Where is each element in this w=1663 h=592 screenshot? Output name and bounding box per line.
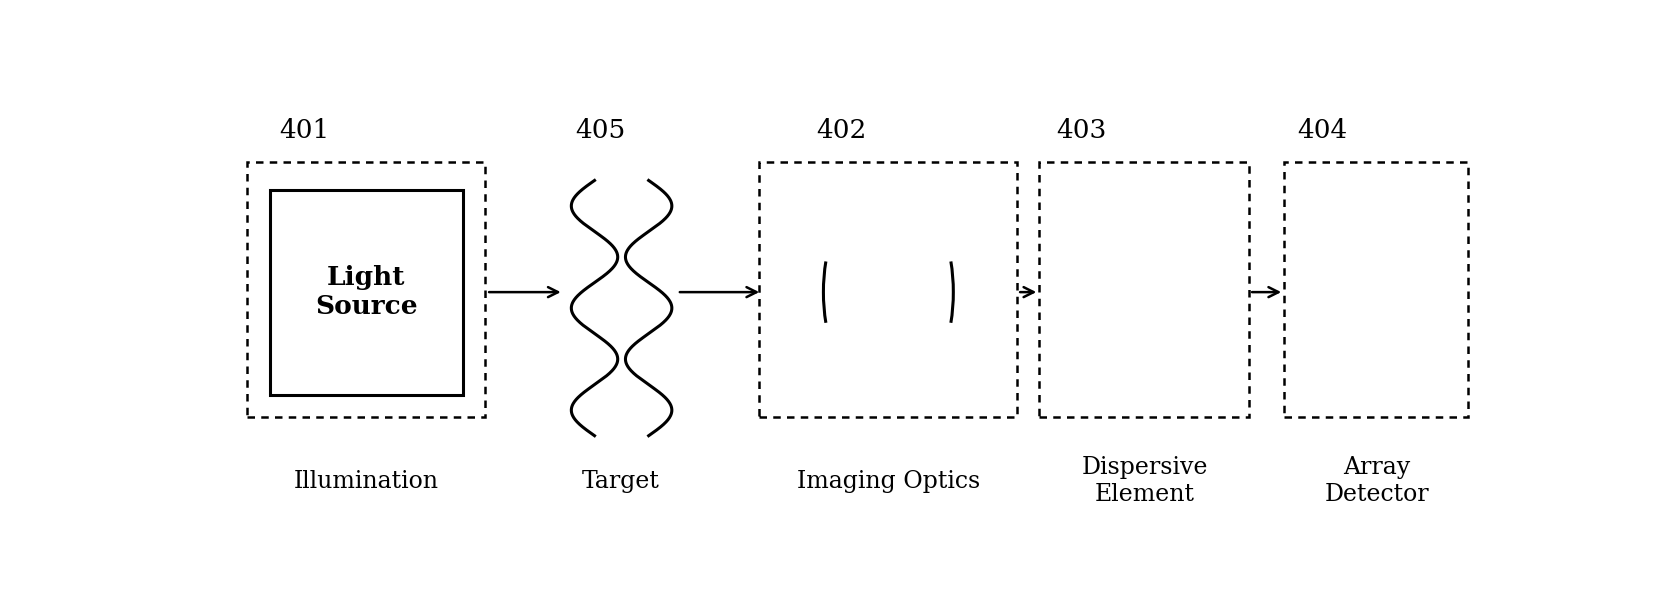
Bar	[246, 162, 486, 417]
Bar	[760, 162, 1018, 417]
Text: 401: 401	[279, 118, 329, 143]
Text: Dispersive
Element: Dispersive Element	[1081, 456, 1207, 506]
Text: 403: 403	[1056, 118, 1106, 143]
Text: Light
Source: Light Source	[314, 265, 417, 319]
Text: 402: 402	[817, 118, 866, 143]
Text: Target: Target	[582, 470, 659, 493]
Text: 405: 405	[575, 118, 625, 143]
Bar	[1039, 162, 1249, 417]
Text: 404: 404	[1297, 118, 1347, 143]
Bar	[1284, 162, 1468, 417]
Bar	[269, 189, 462, 395]
Text: Array
Detector: Array Detector	[1324, 456, 1429, 506]
Text: Imaging Optics: Imaging Optics	[797, 470, 980, 493]
Text: Illumination: Illumination	[294, 470, 439, 493]
